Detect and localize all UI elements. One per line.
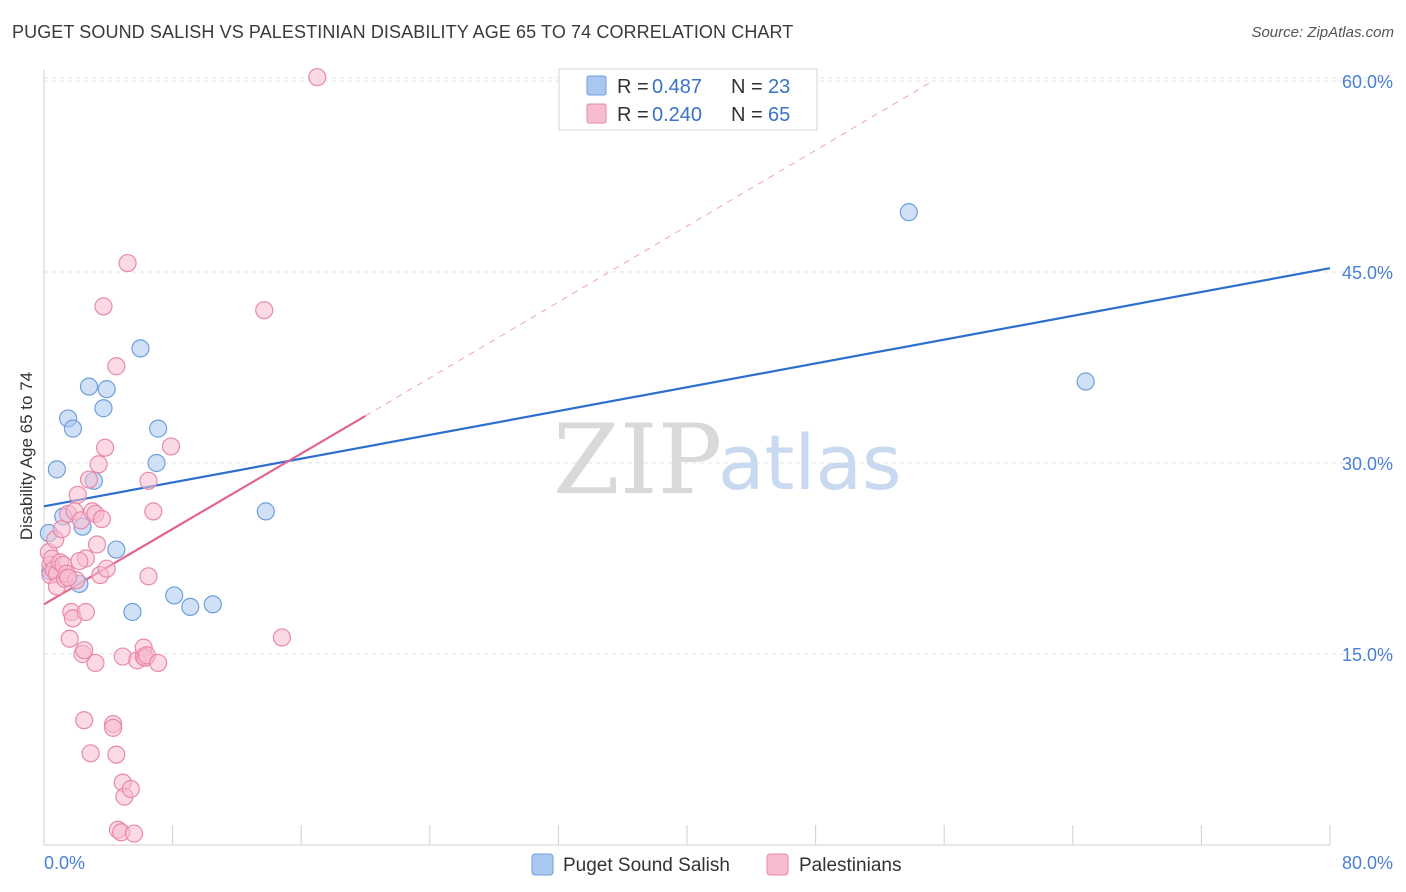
palestinians-point-24 [76,602,95,622]
watermark-atlas: atlas [718,418,902,507]
palestinians-point-14 [60,629,79,648]
x-axis-ticks [43,825,1331,845]
chart-title: PUGET SOUND SALISH VS PALESTINIAN DISABI… [12,22,794,42]
bottom-legend-label-palestinians: Palestinians [799,855,901,876]
salish-point-20 [899,203,918,222]
palestinians-point-37 [97,559,116,578]
salish-point-14 [147,453,166,473]
salish-point-19 [256,502,275,521]
trend-line-salish [43,267,1331,508]
salish-point-1 [47,460,66,479]
watermark: ZIP atlas [553,404,902,516]
palestinians-point-58 [149,653,168,673]
palestinians-point-62 [308,68,327,87]
palestinians-point-60 [255,301,274,320]
watermark-zip: ZIP [553,404,722,516]
y-tick-label-3: 60.0% [1342,72,1393,92]
y-axis-tick-labels: 15.0% 30.0% 45.0% 60.0% [1342,72,1393,665]
salish-point-15 [149,419,168,438]
palestinians-point-56 [139,471,158,490]
y-tick-label-2: 45.0% [1342,263,1393,283]
y-tick-label-1: 30.0% [1342,454,1393,474]
palestinians-point-9 [52,520,71,539]
legend-n-label-blue: N = [731,76,763,98]
legend-box: R = 0.487 N = 23 R = 0.240 N = 65 [558,68,818,131]
salish-point-17 [181,597,200,616]
palestinians-point-30 [86,653,105,673]
legend-n-label-pink: N = [731,104,763,126]
bottom-legend-swatch-salish [531,853,554,876]
legend-r-label-pink: R = [617,104,649,126]
palestinians-point-64 [70,551,89,571]
bottom-legend-swatch-palestinians [766,853,789,876]
salish-point-9 [94,399,113,418]
palestinians-point-36 [95,438,115,457]
palestinians-point-40 [107,745,126,764]
legend-swatch-blue [586,75,607,96]
legend-n-value-blue: 23 [768,76,790,98]
palestinians-point-59 [161,437,181,456]
palestinians-point-47 [118,253,137,273]
palestinians-point-23 [75,711,94,730]
bottom-legend: Puget Sound Salish Palestinians [531,853,901,876]
palestinians-point-41 [107,357,126,376]
palestinians-point-19 [68,485,87,504]
trend-line-palestinians-extension [365,80,934,417]
salish-point-12 [123,602,142,622]
salish-point-11 [107,540,126,559]
salish-point-4 [63,419,83,438]
palestinians-point-57 [144,502,163,521]
x-tick-label-min: 0.0% [44,853,85,873]
legend-swatch-pink [586,103,607,124]
legend-r-label-blue: R = [617,76,649,98]
bottom-legend-label-salish: Puget Sound Salish [563,855,730,876]
palestinians-point-31 [87,535,107,554]
legend-n-value-pink: 65 [768,104,790,126]
salish-point-10 [97,380,116,399]
palestinians-point-39 [104,718,123,737]
palestinians-point-63 [59,568,78,587]
salish-point-7 [79,377,99,396]
salish-point-16 [165,586,184,605]
palestinians-point-34 [92,509,111,529]
x-tick-label-max: 80.0% [1342,853,1393,873]
palestinians-point-22 [75,641,94,660]
palestinians-point-27 [81,744,100,763]
palestinians-point-48 [121,779,140,799]
palestinians-point-35 [94,297,113,316]
source-label: Source: ZipAtlas.com [1251,24,1394,41]
trend-lines [43,80,1331,606]
salish-point-21 [1076,372,1095,391]
y-tick-label-0: 15.0% [1342,645,1393,665]
palestinians-point-55 [139,567,158,586]
palestinians-point-49 [124,824,144,843]
legend-r-value-blue: 0.487 [652,76,702,98]
legend-r-value-pink: 0.240 [652,104,702,126]
salish-point-13 [131,339,150,358]
palestinians-point-61 [272,628,292,647]
palestinians-point-26 [79,470,99,489]
salish-point-18 [203,595,222,614]
data-points [39,68,1095,843]
y-axis-label: Disability Age 65 to 74 [17,372,36,540]
grid-lines [44,77,1393,655]
palestinians-point-32 [89,455,108,474]
